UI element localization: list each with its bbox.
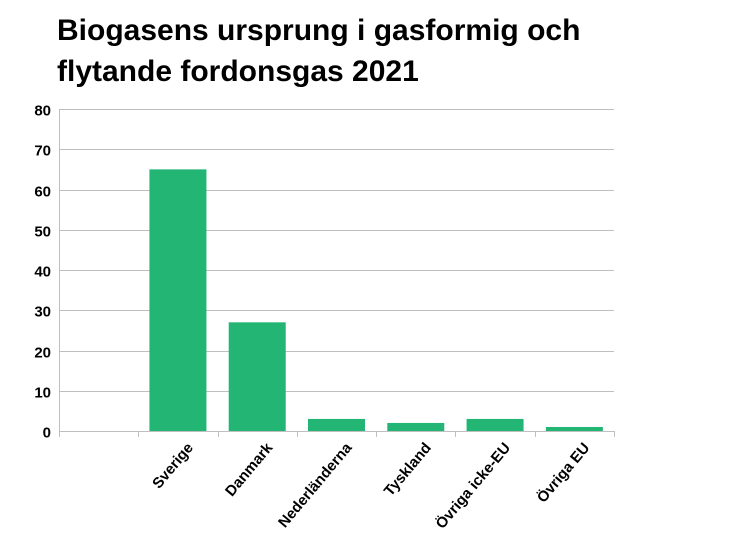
gridlines	[59, 109, 615, 437]
bar	[149, 169, 207, 431]
y-tick-label: 20	[34, 345, 51, 362]
x-tick-label: Danmark	[222, 439, 277, 500]
bar	[228, 322, 286, 431]
chart-title-line-1: Biogasens ursprung i gasformig och	[57, 14, 581, 47]
y-tick-label: 10	[34, 385, 51, 402]
bar	[308, 418, 365, 431]
x-tick-label: Tyskland	[381, 440, 435, 500]
y-tick-label: 40	[34, 264, 51, 281]
bar	[387, 422, 445, 431]
x-tick-label: Nederländerna	[275, 439, 356, 531]
y-tick-label: 70	[34, 143, 51, 160]
x-tick-label: Övriga icke-EU	[433, 440, 515, 533]
y-axis-ticks: 0 10 20 30 40 50 60 70 80	[34, 103, 51, 442]
bar	[466, 418, 524, 431]
y-tick-label: 50	[34, 224, 51, 241]
y-tick-label: 80	[34, 103, 51, 120]
y-tick-label: 30	[34, 304, 51, 321]
bars	[149, 169, 603, 431]
y-tick-label: 0	[43, 425, 51, 442]
x-tick-label: Sverige	[149, 440, 197, 492]
y-tick-label: 60	[34, 184, 51, 201]
bar	[545, 426, 603, 431]
x-tick-label: Övriga EU	[534, 440, 594, 506]
chart-title: Biogasens ursprung i gasformig och flyta…	[57, 10, 717, 92]
chart-title-line-2: flytande fordonsgas 2021	[57, 55, 419, 88]
